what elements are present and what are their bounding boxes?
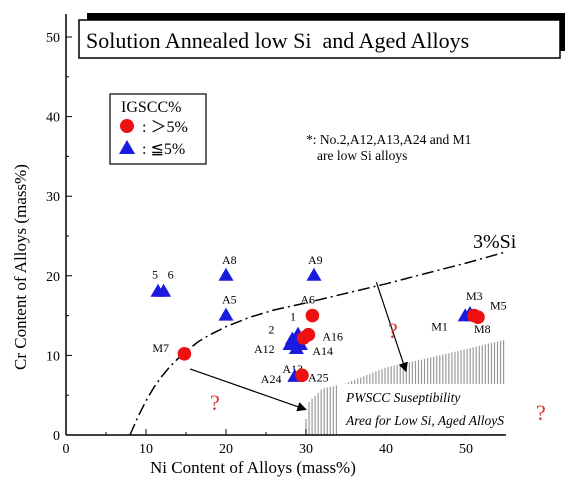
question-mark-1: ? [388, 318, 398, 343]
pwscc-label-line-1: PWSCC Suseptibility [345, 390, 460, 405]
x-tick-label: 20 [219, 442, 233, 457]
point-label: A14 [312, 344, 333, 358]
circle-point [177, 347, 192, 361]
pwscc-label-bg [338, 384, 538, 434]
x-axis-label: Ni Content of Alloys (mass%) [150, 458, 356, 477]
point-label: A16 [322, 330, 343, 344]
x-tick-label: 30 [299, 442, 313, 457]
point-label: A24 [261, 372, 282, 386]
triangle-point [156, 283, 172, 297]
legend-circle-label: : ＞5% [142, 119, 188, 136]
note-line-1: *: No.2,A12,A13,A24 and M1 [306, 132, 471, 147]
legend-triangle-marker [119, 140, 135, 154]
circle-point [471, 310, 485, 324]
question-mark-2: ? [210, 390, 220, 415]
arrow-line [375, 281, 408, 373]
point-label: 6 [168, 268, 174, 282]
arrow-line [189, 368, 307, 412]
y-axis-label: Cr Content of Alloys (mass%) [11, 164, 30, 370]
x-tick-label: 40 [379, 442, 393, 457]
circle-point [296, 331, 311, 345]
point-label: 1 [290, 310, 296, 324]
point-label: A9 [308, 253, 323, 267]
x-tick-label: 0 [63, 442, 70, 457]
point-label: A12 [254, 342, 275, 356]
point-label: M5 [490, 299, 507, 313]
legend-circle-marker [120, 119, 134, 133]
legend-title: IGSCC% [121, 99, 181, 116]
triangle-point [218, 307, 234, 321]
point-label: M8 [474, 322, 491, 336]
x-tick-label: 10 [139, 442, 153, 457]
y-tick-label: 40 [46, 111, 60, 126]
axes-layer: 0 10 20 30 40 50 0 10 20 30 40 50 [46, 14, 506, 457]
si-curve [129, 251, 507, 436]
point-label: A8 [222, 253, 237, 267]
point-label: M3 [466, 289, 483, 303]
question-mark-3: ? [536, 400, 546, 425]
legend-triangle-label: : ≦5% [142, 141, 185, 158]
point-label: 2 [268, 322, 274, 336]
y-tick-label: 50 [46, 31, 60, 46]
circle-point [305, 308, 320, 323]
circle-point [295, 368, 309, 383]
si-curve-label: 3%Si [473, 231, 517, 253]
y-tick-label: 20 [46, 270, 60, 285]
pwscc-label-line-2: Area for Low Si, Aged AlloyS [345, 413, 504, 428]
point-label: A5 [222, 293, 237, 307]
point-label: A6 [300, 293, 315, 307]
triangle-point [306, 267, 322, 281]
curve-layer [129, 251, 507, 436]
y-tick-label: 0 [53, 429, 60, 444]
chart-title: Solution Annealed low Si and Aged Alloys [86, 28, 469, 53]
triangle-point [218, 267, 234, 281]
point-label: M1 [431, 319, 448, 333]
title-box [78, 19, 561, 59]
y-tick-label: 10 [46, 349, 60, 364]
x-tick-label: 50 [459, 442, 473, 457]
note-line-2: are low Si alloys [317, 148, 407, 163]
point-label: 5 [152, 268, 158, 282]
point-label: A25 [308, 370, 329, 384]
y-tick-label: 30 [46, 190, 60, 205]
point-label: M7 [152, 341, 169, 355]
